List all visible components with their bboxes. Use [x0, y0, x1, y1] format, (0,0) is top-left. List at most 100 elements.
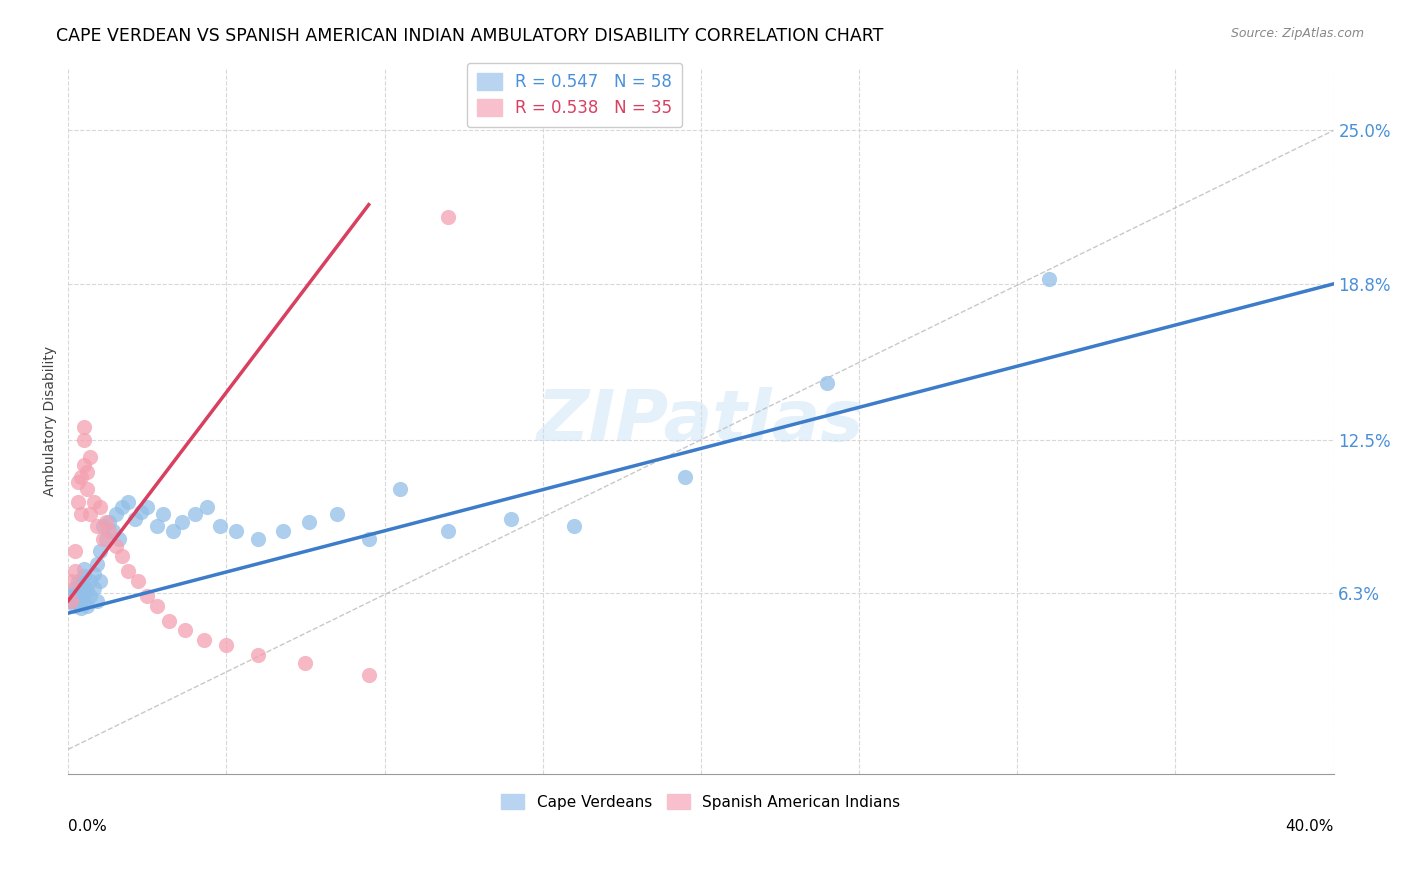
Point	[79, 589, 101, 603]
Point	[83, 566, 105, 581]
Point	[124, 512, 146, 526]
Point	[104, 539, 127, 553]
Point	[73, 420, 96, 434]
Point	[96, 532, 118, 546]
Point	[86, 557, 108, 571]
Point	[326, 507, 349, 521]
Point	[73, 458, 96, 472]
Point	[437, 524, 460, 539]
Point	[298, 515, 321, 529]
Point	[98, 515, 121, 529]
Point	[172, 515, 194, 529]
Point	[101, 524, 124, 539]
Point	[76, 583, 98, 598]
Point	[86, 519, 108, 533]
Point	[63, 544, 86, 558]
Point	[63, 564, 86, 578]
Point	[89, 544, 111, 558]
Y-axis label: Ambulatory Disability: Ambulatory Disability	[44, 346, 58, 496]
Text: Source: ZipAtlas.com: Source: ZipAtlas.com	[1230, 27, 1364, 40]
Point	[225, 524, 247, 539]
Point	[66, 494, 89, 508]
Point	[91, 519, 114, 533]
Point	[111, 549, 134, 564]
Point	[83, 494, 105, 508]
Point	[104, 507, 127, 521]
Point	[437, 210, 460, 224]
Text: 40.0%: 40.0%	[1285, 819, 1333, 834]
Point	[63, 582, 86, 596]
Point	[111, 500, 134, 514]
Point	[70, 601, 93, 615]
Point	[108, 532, 131, 546]
Point	[60, 593, 83, 607]
Point	[247, 532, 270, 546]
Point	[73, 579, 96, 593]
Legend: Cape Verdeans, Spanish American Indians: Cape Verdeans, Spanish American Indians	[495, 788, 907, 816]
Point	[499, 512, 522, 526]
Point	[562, 519, 585, 533]
Point	[136, 500, 159, 514]
Point	[184, 507, 207, 521]
Point	[73, 586, 96, 600]
Point	[73, 593, 96, 607]
Point	[152, 507, 174, 521]
Point	[63, 586, 86, 600]
Point	[60, 593, 83, 607]
Point	[197, 500, 219, 514]
Point	[146, 599, 169, 613]
Point	[91, 532, 114, 546]
Point	[60, 574, 83, 588]
Point	[127, 574, 149, 588]
Text: ZIPatlas: ZIPatlas	[537, 387, 865, 456]
Point	[146, 519, 169, 533]
Point	[136, 589, 159, 603]
Text: CAPE VERDEAN VS SPANISH AMERICAN INDIAN AMBULATORY DISABILITY CORRELATION CHART: CAPE VERDEAN VS SPANISH AMERICAN INDIAN …	[56, 27, 883, 45]
Point	[76, 465, 98, 479]
Point	[357, 532, 380, 546]
Point	[83, 582, 105, 596]
Point	[73, 569, 96, 583]
Point	[70, 470, 93, 484]
Point	[60, 589, 83, 603]
Point	[66, 591, 89, 606]
Point	[89, 574, 111, 588]
Text: 0.0%: 0.0%	[69, 819, 107, 834]
Point	[86, 593, 108, 607]
Point	[79, 450, 101, 465]
Point	[79, 507, 101, 521]
Point	[209, 519, 232, 533]
Point	[273, 524, 295, 539]
Point	[70, 576, 93, 591]
Point	[98, 524, 121, 539]
Point	[76, 599, 98, 613]
Point	[66, 574, 89, 588]
Point	[357, 668, 380, 682]
Point	[389, 483, 412, 497]
Point	[66, 596, 89, 610]
Point	[294, 656, 316, 670]
Point	[66, 583, 89, 598]
Point	[129, 505, 152, 519]
Point	[73, 561, 96, 575]
Point	[174, 624, 197, 638]
Point	[117, 494, 139, 508]
Point	[162, 524, 184, 539]
Point	[73, 433, 96, 447]
Point	[66, 475, 89, 489]
Point	[673, 470, 696, 484]
Point	[96, 515, 118, 529]
Point	[193, 633, 215, 648]
Point	[215, 638, 238, 652]
Point	[159, 614, 181, 628]
Point	[70, 507, 93, 521]
Point	[70, 589, 93, 603]
Point	[1038, 272, 1060, 286]
Point	[63, 599, 86, 613]
Point	[117, 564, 139, 578]
Point	[79, 574, 101, 588]
Point	[89, 500, 111, 514]
Point	[76, 483, 98, 497]
Point	[815, 376, 838, 390]
Point	[247, 648, 270, 663]
